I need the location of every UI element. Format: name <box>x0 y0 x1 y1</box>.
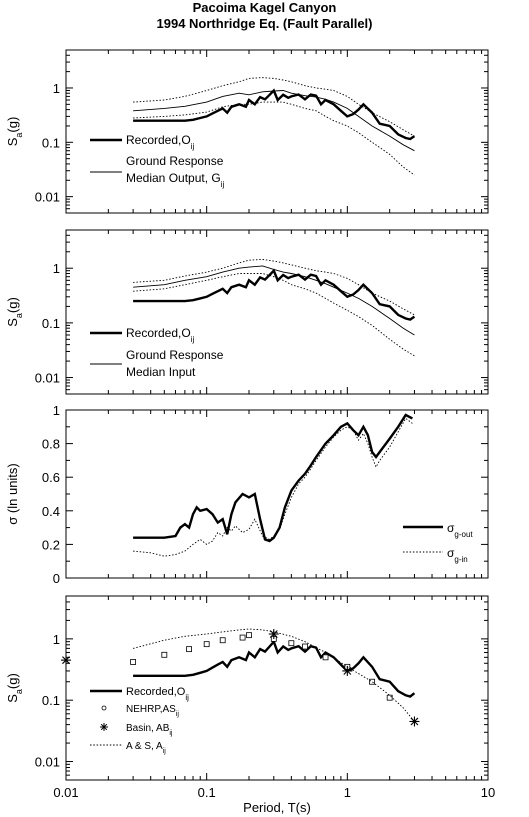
y-tick-label: 1 <box>53 81 60 96</box>
basin-asterisk-marker <box>342 665 353 676</box>
dotted-series-line <box>133 77 415 137</box>
legend-label-recorded: Recorded,Oij <box>126 326 194 344</box>
recorded-series-line <box>133 88 416 141</box>
panel-frame <box>65 595 489 781</box>
y-tick-label: 0.4 <box>42 504 60 519</box>
y-axis-label: Sa(g) <box>5 117 24 147</box>
x-tick-label: 0.01 <box>53 785 78 800</box>
y-tick-label: 0.01 <box>35 190 60 205</box>
y-tick-label: 0 <box>53 571 60 586</box>
basin-asterisk-marker <box>61 655 71 666</box>
legend-label-sigma-out: σg-out <box>447 521 473 539</box>
dotted-series-line <box>133 273 415 357</box>
legend-label-recorded: Recorded,Oij <box>126 133 194 151</box>
asterisk-stroke <box>62 656 70 665</box>
recorded-series-line <box>133 413 413 543</box>
y-tick-label: 0.8 <box>42 437 60 452</box>
dotted-series-line <box>133 258 415 316</box>
asterisk-stroke <box>410 717 419 726</box>
y-tick-label: 0.6 <box>42 470 60 485</box>
panel-4: 0.01 0.1 1 Sa(g) <box>5 595 489 781</box>
y-axis-label: σ (ln units) <box>5 463 20 524</box>
nehrp-square-marker <box>386 694 393 701</box>
nehrp-square-marker <box>246 632 252 639</box>
panel-1: 0.01 0.1 1 Sa(g) <box>5 49 489 214</box>
y-tick-label: 0.01 <box>35 371 60 386</box>
y-axis-label: Sa(g) <box>5 673 24 703</box>
basin-asterisk-marker <box>409 716 420 727</box>
legend-marker-nehrp <box>101 705 107 711</box>
x-axis-label: Period, T(s) <box>243 800 311 815</box>
asterisk-stroke <box>269 630 278 638</box>
y-tick-label: 0.01 <box>35 755 60 770</box>
y-tick-label: 1 <box>53 261 60 276</box>
legend-label-basin: Basin, ABij <box>126 723 173 737</box>
legend-label-recorded: Recorded,Oij <box>126 686 189 702</box>
nehrp-square-marker <box>186 646 192 653</box>
panel-3: 0 0.2 0.4 0.6 0.8 1 σ (ln units) <box>5 403 489 586</box>
recorded-series-line <box>133 639 416 698</box>
median-series-line <box>133 265 415 336</box>
legend-marker-basin <box>100 723 108 731</box>
median-series-line <box>133 90 415 152</box>
nehrp-square-marker <box>288 640 295 647</box>
x-tick-label: 10 <box>481 785 495 800</box>
x-tick-label: 1 <box>344 785 351 800</box>
nehrp-square-marker <box>130 659 137 665</box>
x-tick-label: 0.1 <box>198 785 216 800</box>
nehrp-square-marker <box>203 641 210 648</box>
legend-label-median-input-1: Ground Response <box>126 348 224 362</box>
asterisk-stroke <box>100 723 108 731</box>
chart-title-line1: Pacoima Kagel Canyon <box>192 0 337 15</box>
legend-label-median-output-2: Median Output, Gij <box>126 171 224 189</box>
nehrp-square-marker <box>239 634 246 641</box>
recorded-series-line <box>133 268 416 321</box>
nehrp-square-marker <box>369 678 376 685</box>
nehrp-square-marker <box>302 643 308 650</box>
y-tick-label: 1 <box>53 403 60 418</box>
nehrp-square-marker <box>161 651 168 658</box>
y-tick-label: 0.2 <box>42 537 60 552</box>
nehrp-square-marker <box>219 637 226 644</box>
legend-label-sigma-in: σg-in <box>447 546 468 564</box>
legend-label-median-output-1: Ground Response <box>126 154 224 168</box>
legend-label-as: A & S, Aij <box>126 741 166 755</box>
panel-2: 0.01 0.1 1 Sa(g) <box>5 229 489 395</box>
nehrp-square-marker <box>322 654 329 661</box>
dotted-series-line <box>132 628 415 722</box>
y-axis-label: Sa(g) <box>5 297 24 327</box>
y-tick-label: 0.1 <box>42 135 60 150</box>
basin-asterisk-marker <box>268 629 279 640</box>
y-tick-label: 0.1 <box>42 693 60 708</box>
dotted-series-line <box>133 417 413 557</box>
legend-label-nehrp: NEHRP,ASij <box>126 704 179 718</box>
chart-title-line2: 1994 Northridge Eq. (Fault Parallel) <box>156 16 373 31</box>
dotted-series-line <box>133 101 415 176</box>
legend-label-median-input-2: Median Input <box>126 365 196 379</box>
panel-frame <box>65 49 489 214</box>
y-tick-label: 0.1 <box>42 316 60 331</box>
y-tick-label: 1 <box>53 632 60 647</box>
panel-frame <box>65 229 489 395</box>
panel-frame <box>65 409 489 579</box>
